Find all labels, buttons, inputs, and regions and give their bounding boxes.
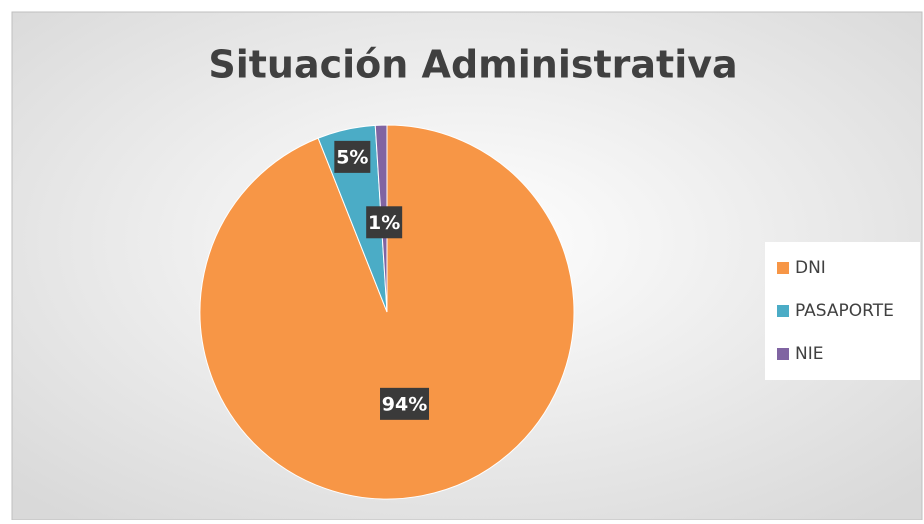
data-label: 94% <box>382 393 427 415</box>
data-label: 1% <box>368 212 400 234</box>
data-label-box <box>380 387 430 420</box>
data-label-box <box>366 206 403 239</box>
data-label-box <box>334 140 371 173</box>
legend-label: PASAPORTE <box>795 301 894 321</box>
data-label: 5% <box>336 146 368 168</box>
legend-label: DNI <box>795 258 826 278</box>
legend <box>765 242 920 380</box>
legend-label: NIE <box>795 344 823 364</box>
chart-title: Situación Administrativa <box>208 43 737 87</box>
legend-swatch <box>777 262 789 274</box>
legend-swatch <box>777 348 789 360</box>
legend-swatch <box>777 305 789 317</box>
